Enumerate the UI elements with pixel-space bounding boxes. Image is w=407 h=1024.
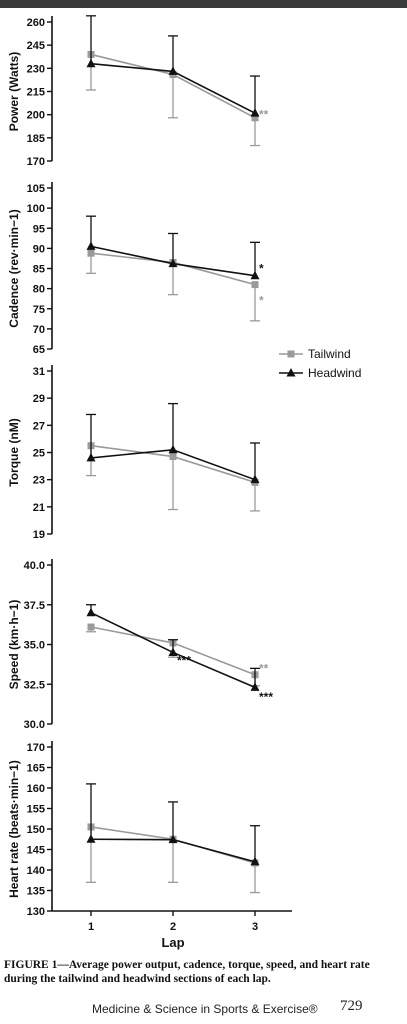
data-point-triangle	[168, 834, 178, 844]
data-point-triangle	[168, 258, 178, 268]
y-tick-label: 85	[33, 264, 45, 276]
significance-marker: **	[259, 108, 269, 122]
y-tick-label: 140	[27, 865, 45, 877]
panel-2: 65 70 75 80 85 90 95 100 105 Cadence (rev·min−1) *…	[7, 182, 264, 356]
legend-marker-square	[287, 350, 295, 358]
y-tick-label: 27	[33, 420, 45, 432]
data-point-square	[87, 249, 95, 257]
data-point-square	[169, 453, 177, 461]
data-point-triangle	[86, 241, 96, 250]
data-point-triangle	[86, 834, 96, 843]
series-headwind	[86, 604, 260, 691]
series-headwind	[86, 783, 260, 866]
y-tick-label: 25	[33, 448, 45, 460]
y-tick-label: 260	[27, 17, 45, 29]
y-tick-label: 65	[33, 344, 45, 356]
y-tick-label: 160	[27, 783, 45, 795]
legend-label: Headwind	[308, 366, 361, 380]
y-tick-label: 70	[33, 324, 45, 336]
panel-5: 130 135 140 145 150 155 160 165 170 Heart rate (b…	[7, 741, 292, 950]
legend: Tailwind Headwind	[279, 347, 361, 380]
y-tick-label: 90	[33, 243, 45, 255]
significance-marker: ***	[259, 690, 273, 704]
y-axis-label: Power (Watts)	[7, 52, 21, 132]
y-tick-label: 200	[27, 110, 45, 122]
y-tick-label: 130	[27, 906, 45, 918]
legend-marker-triangle	[286, 368, 296, 377]
y-tick-label: 95	[33, 223, 45, 235]
figure-caption: FIGURE 1—Average power output, cadence, …	[4, 959, 370, 985]
significance-marker: *	[259, 262, 264, 276]
data-point-square	[87, 623, 95, 631]
series-headwind	[86, 402, 260, 484]
y-tick-label: 37.5	[24, 600, 45, 612]
y-tick-label: 23	[33, 475, 45, 487]
data-point-triangle	[86, 58, 96, 68]
y-tick-label: 100	[27, 203, 45, 215]
y-tick-label: 165	[27, 763, 45, 775]
significance-marker: ***	[177, 653, 191, 667]
y-tick-label: 80	[33, 284, 45, 296]
y-tick-label: 245	[27, 40, 45, 52]
page-number: 729	[340, 998, 363, 1014]
x-tick-label: 2	[170, 921, 176, 933]
y-tick-label: 40.0	[24, 560, 45, 572]
y-tick-label: 31	[33, 366, 45, 378]
panel-1: 170 185 200 215 230 245 260 Power (Watts) **	[7, 15, 269, 168]
data-point-square	[251, 281, 259, 289]
y-axis-label: Heart rate (beats·min−1)	[7, 760, 21, 898]
data-point-triangle	[250, 270, 260, 280]
y-tick-label: 185	[27, 133, 45, 145]
x-tick-label: 1	[88, 921, 94, 933]
panel-3: 19 21 23 25 27 29 31 Torque (nM)	[7, 365, 260, 541]
y-tick-label: 105	[27, 183, 45, 195]
y-tick-label: 21	[33, 502, 45, 514]
y-axis-label: Cadence (rev·min−1)	[7, 209, 21, 327]
y-tick-label: 135	[27, 886, 45, 898]
y-tick-label: 230	[27, 63, 45, 75]
top-edge-bar	[0, 0, 407, 8]
y-tick-label: 150	[27, 824, 45, 836]
series-headwind	[86, 215, 260, 280]
y-tick-label: 170	[27, 156, 45, 168]
data-point-triangle	[168, 444, 178, 454]
y-axis-label: Torque (nM)	[7, 418, 21, 486]
y-tick-label: 170	[27, 742, 45, 754]
significance-marker: **	[259, 661, 269, 675]
legend-label: Tailwind	[308, 347, 351, 361]
data-point-triangle	[168, 647, 178, 656]
data-point-square	[251, 114, 259, 122]
data-point-triangle	[250, 682, 260, 691]
x-axis-label: Lap	[161, 935, 184, 950]
series-headwind	[86, 15, 260, 117]
y-tick-label: 30.0	[24, 719, 45, 731]
y-tick-label: 75	[33, 304, 45, 316]
data-point-triangle	[250, 474, 260, 484]
data-point-triangle	[86, 607, 96, 617]
data-point-triangle	[250, 108, 260, 117]
y-tick-label: 215	[27, 87, 45, 99]
y-tick-label: 35.0	[24, 640, 45, 652]
y-tick-label: 32.5	[24, 679, 45, 691]
y-tick-label: 29	[33, 393, 45, 405]
x-tick-label: 3	[252, 921, 258, 933]
y-axis-label: Speed (km·h−1)	[7, 600, 21, 690]
y-tick-label: 145	[27, 845, 45, 857]
data-point-triangle	[86, 452, 96, 462]
significance-marker: *	[259, 294, 264, 308]
data-point-triangle	[168, 66, 178, 75]
y-tick-label: 19	[33, 529, 45, 541]
data-point-triangle	[250, 856, 260, 866]
journal-name: Medicine & Science in Sports & Exercise®	[92, 1002, 318, 1016]
y-tick-label: 155	[27, 804, 45, 816]
